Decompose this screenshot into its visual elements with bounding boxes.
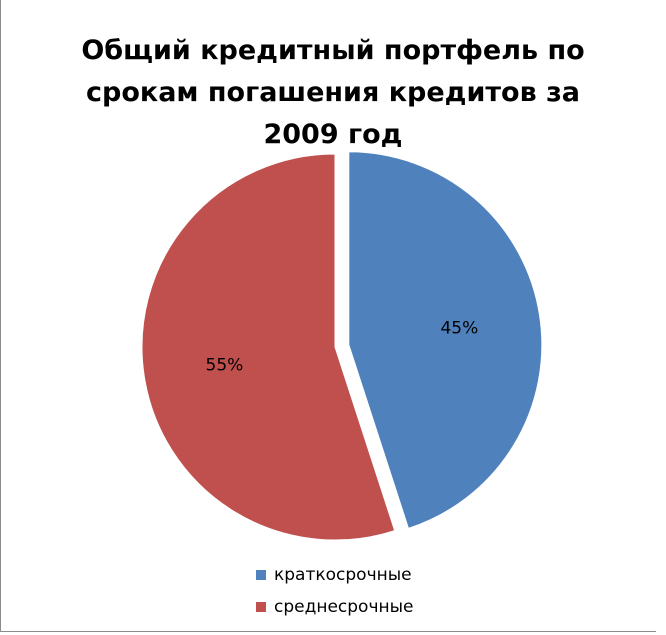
chart-title-line-3: 2009 год (263, 119, 403, 150)
legend-label-short-term: краткосрочные (274, 565, 412, 585)
chart-title-line-2: срокам погашения кредитов за (85, 77, 580, 108)
pie-label-short-term: 45% (440, 318, 478, 338)
chart-title-line-1: Общий кредитный портфель по (81, 35, 585, 66)
legend-label-medium-term: среднесрочные (274, 597, 414, 617)
legend-item-medium-term: среднесрочные (256, 594, 414, 620)
legend: краткосрочные среднесрочные (256, 562, 414, 626)
chart-title: Общий кредитный портфель по срокам погаш… (0, 30, 666, 156)
legend-swatch-medium-term (256, 602, 266, 612)
pie-labels: 45% 55% (206, 318, 479, 375)
pie-slice-medium-term (141, 153, 396, 541)
legend-item-short-term: краткосрочные (256, 562, 414, 588)
pie-label-medium-term: 55% (206, 356, 244, 376)
legend-swatch-short-term (256, 570, 266, 580)
pie-slices (141, 151, 543, 541)
pie-slice-short-term (348, 151, 543, 529)
